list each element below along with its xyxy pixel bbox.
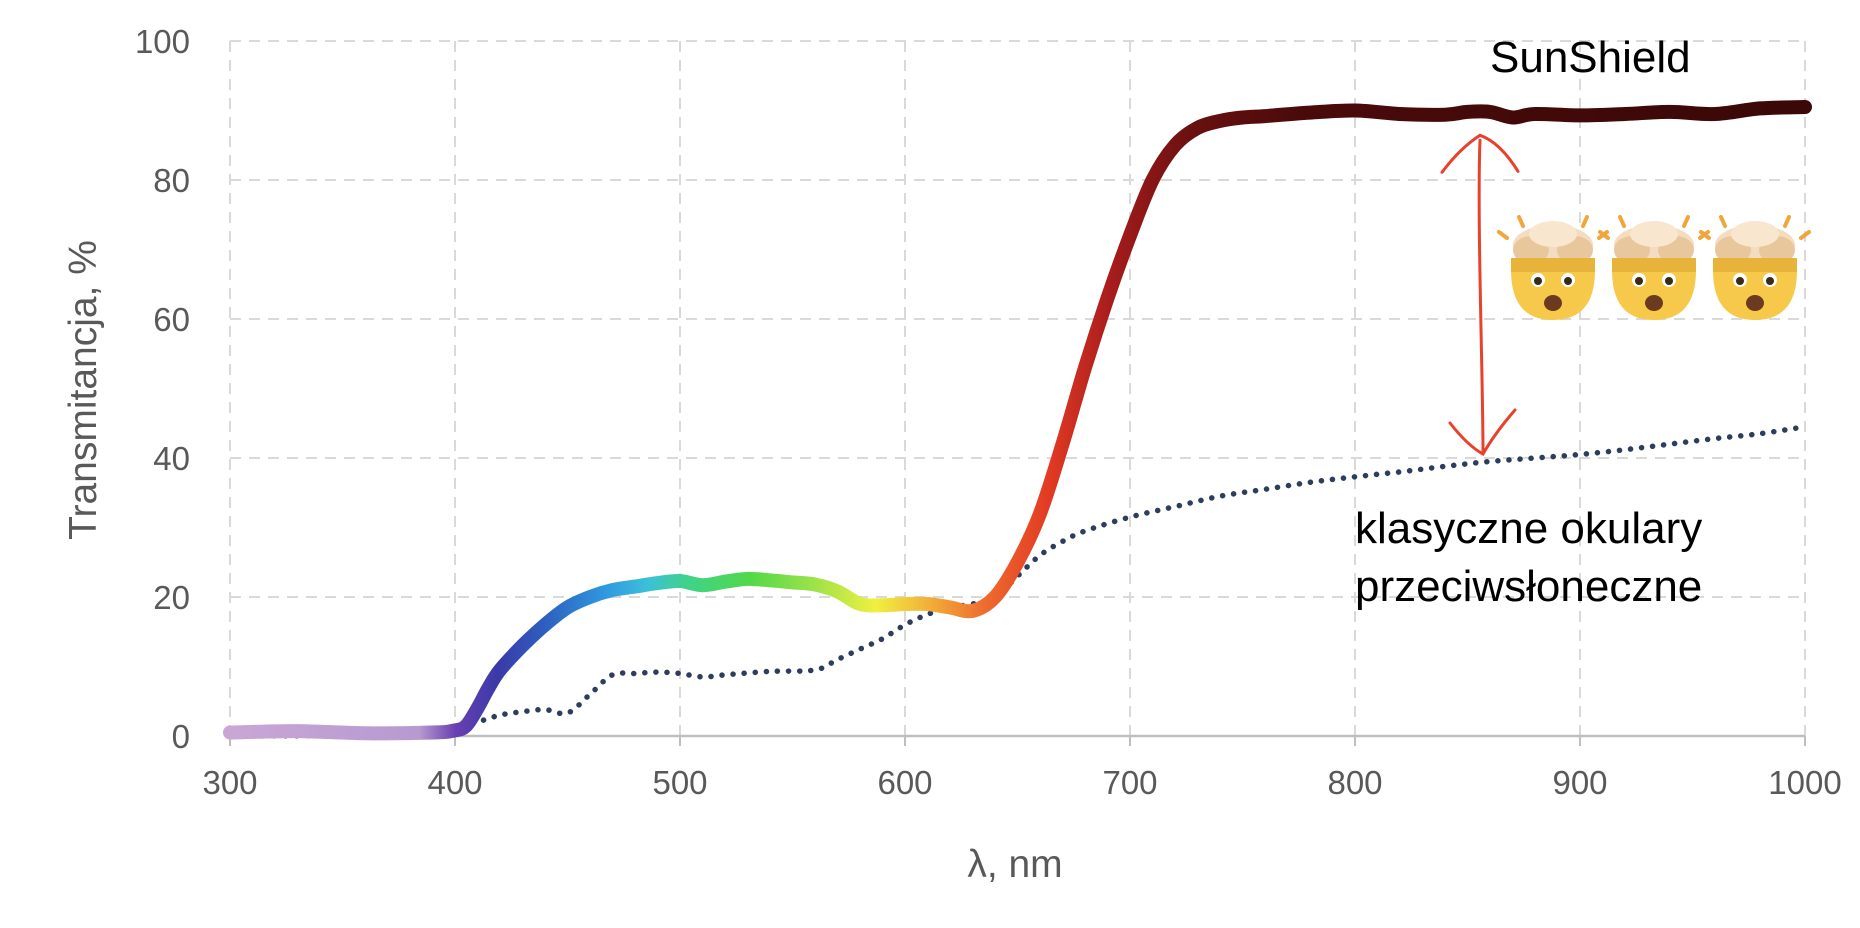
y-tick-label: 80 [153,162,190,199]
x-tick-label: 700 [1102,764,1157,801]
x-tick-label: 600 [877,764,932,801]
x-tick-label: 800 [1327,764,1382,801]
arrow-shaft [1477,138,1485,454]
y-tick-label: 0 [172,718,190,755]
exploding-head-icon [1497,215,1609,320]
sunshield-label: SunShield [1490,33,1691,82]
arrow-head-bottom [1448,408,1517,457]
x-tick-label: 400 [427,764,482,801]
tick-labels: 300 400 500 600 700 800 900 1000 0 20 40 60 80 100 [135,23,1842,801]
y-tick-label: 100 [135,23,190,60]
x-axis-title: λ, nm [967,843,1062,886]
axes [229,734,1806,746]
arrow-head-top [1440,133,1520,174]
series-sunshield-line [223,100,1812,741]
series-classic-glasses-dotted-line [227,423,1808,739]
y-tick-label: 60 [153,301,190,338]
grid-lines [229,40,1806,736]
y-tick-label: 40 [153,440,190,477]
x-tick-label: 300 [202,764,257,801]
exploding-head-icon [1699,215,1811,320]
classic-label-line2: przeciwsłoneczne [1355,562,1702,611]
emoji-group [1497,215,1811,320]
classic-label-line1: klasyczne okulary [1355,504,1702,553]
difference-arrow [1440,133,1520,457]
y-tick-label: 20 [153,579,190,616]
x-tick-label: 1000 [1768,764,1841,801]
y-axis-title: Transmitancja, % [62,240,105,540]
x-tick-label: 900 [1552,764,1607,801]
exploding-head-icon [1598,215,1710,320]
x-tick-label: 500 [652,764,707,801]
